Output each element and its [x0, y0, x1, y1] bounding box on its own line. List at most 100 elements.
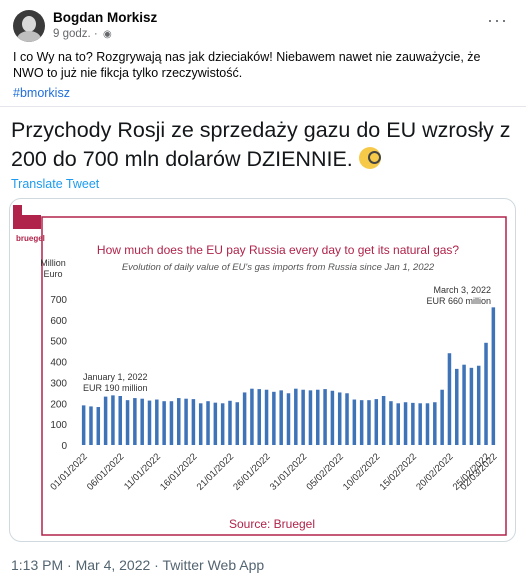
globe-icon: ◉ — [102, 29, 112, 40]
y-tick-label: 400 — [50, 358, 67, 369]
tweet-text: Przychody Rosji ze sprzedaży gazu do EU … — [11, 116, 521, 174]
chart-bar — [491, 307, 496, 445]
x-tick-label: 26/01/2022 — [231, 451, 272, 492]
chart-bar — [213, 402, 218, 445]
chart-subtitle: Evolution of daily value of EU's gas imp… — [122, 262, 435, 273]
x-tick-label: 11/01/2022 — [122, 451, 163, 492]
chart-bar — [462, 364, 466, 445]
y-tick-label: 600 — [50, 316, 67, 327]
translate-tweet-link[interactable]: Translate Tweet — [11, 177, 100, 191]
x-tick-label: 06/01/2022 — [85, 451, 126, 492]
y-axis-label-euro: Euro — [43, 269, 62, 279]
chart-bar — [403, 402, 408, 445]
y-tick-label: 300 — [50, 378, 67, 389]
gas-imports-chart: bruegel How much does the EU pay Russia e… — [13, 205, 507, 536]
tweet-footer: 1:13 PM · Mar 4, 2022 · Twitter Web App — [11, 557, 265, 573]
chart-bar — [433, 402, 437, 445]
x-tick-label: 21/01/2022 — [195, 451, 236, 492]
chart-image[interactable]: bruegel How much does the EU pay Russia e… — [9, 198, 516, 542]
chart-bar — [440, 389, 444, 445]
chart-bar — [469, 367, 474, 445]
chart-bar — [206, 401, 210, 445]
tweet-text-content: Przychody Rosji ze sprzedaży gazu do EU … — [11, 118, 511, 171]
chart-bar — [140, 398, 144, 445]
x-tick-label: 16/01/2022 — [158, 451, 199, 492]
chart-source: Source: Bruegel — [229, 517, 315, 531]
annotation-start-date: January 1, 2022 — [83, 372, 148, 382]
chart-bar — [345, 393, 349, 445]
annotation-end-value: EUR 660 million — [426, 296, 491, 306]
x-tick-label: 10/02/2022 — [341, 451, 382, 492]
chart-bar — [81, 405, 86, 445]
chart-bar — [220, 403, 225, 445]
chart-bar — [198, 403, 203, 445]
chart-bar — [447, 353, 452, 445]
chart-bar — [118, 395, 122, 445]
chart-bar — [250, 388, 254, 445]
chart-bar — [169, 401, 174, 445]
chart-bar — [484, 342, 488, 445]
annotation-end-date: March 3, 2022 — [433, 285, 491, 295]
y-tick-label: 200 — [50, 399, 67, 410]
post-time[interactable]: 9 godz. — [53, 28, 91, 40]
bruegel-logo-cutout — [22, 205, 41, 215]
chart-bar — [367, 400, 371, 445]
chart-bar — [396, 403, 400, 445]
chart-bar — [89, 406, 93, 445]
chart-bar — [191, 399, 196, 445]
more-options-icon[interactable]: ··· — [487, 10, 508, 30]
y-tick-label: 100 — [50, 420, 67, 431]
divider — [0, 106, 526, 107]
chart-bar — [352, 399, 357, 445]
x-tick-label: 15/02/2022 — [378, 451, 419, 492]
chart-bar — [111, 395, 115, 445]
y-axis-label-million: Million — [40, 258, 66, 268]
chart-bar — [242, 392, 247, 445]
avatar[interactable] — [13, 10, 45, 42]
chart-bar — [125, 400, 130, 445]
chart-bar — [418, 403, 422, 445]
post-meta: 9 godz. · ◉ — [53, 28, 112, 40]
chart-bar — [272, 391, 276, 445]
y-tick-label: 500 — [50, 337, 67, 348]
chart-bar — [257, 389, 261, 445]
chart-bar — [279, 390, 283, 445]
x-tick-label: 05/02/2022 — [304, 451, 345, 492]
avatar-face — [22, 16, 36, 32]
annotation-start-value: EUR 190 million — [83, 383, 148, 393]
chart-frame — [41, 216, 507, 536]
chart-bar — [337, 392, 342, 445]
hashtag-link[interactable]: #bmorkisz — [13, 86, 70, 100]
chart-bar — [389, 401, 393, 445]
chart-bar — [359, 400, 364, 445]
chart-bar — [235, 402, 240, 445]
chart-bar — [381, 395, 386, 445]
post-text: I co Wy na to? Rozgrywają nas jak dzieci… — [13, 50, 481, 80]
chart-bar — [228, 400, 232, 445]
chart-bar — [177, 398, 181, 445]
x-tick-label: 01/01/2022 — [48, 451, 89, 492]
chart-bar — [103, 396, 108, 445]
chart-title: How much does the EU pay Russia every da… — [97, 243, 460, 257]
x-tick-label: 31/01/2022 — [268, 451, 309, 492]
author-name[interactable]: Bogdan Morkisz — [53, 10, 158, 25]
chart-bar — [184, 398, 188, 445]
monocle-face-emoji-icon — [358, 147, 381, 169]
chart-bar — [323, 389, 327, 445]
y-tick-label: 0 — [61, 441, 67, 452]
chart-bar — [476, 365, 481, 445]
chart-bar — [425, 403, 430, 445]
chart-bar — [301, 389, 305, 445]
chart-bar — [133, 398, 137, 445]
chart-bar — [330, 390, 335, 445]
chart-bar — [411, 402, 415, 445]
chart-bar — [286, 393, 291, 445]
chart-bar — [374, 399, 379, 445]
y-tick-label: 700 — [50, 295, 67, 306]
chart-bar — [96, 407, 101, 445]
chart-bar — [455, 368, 459, 445]
bruegel-logo-text: bruegel — [16, 234, 45, 243]
chart-bar — [162, 401, 166, 445]
chart-bar — [155, 399, 159, 445]
